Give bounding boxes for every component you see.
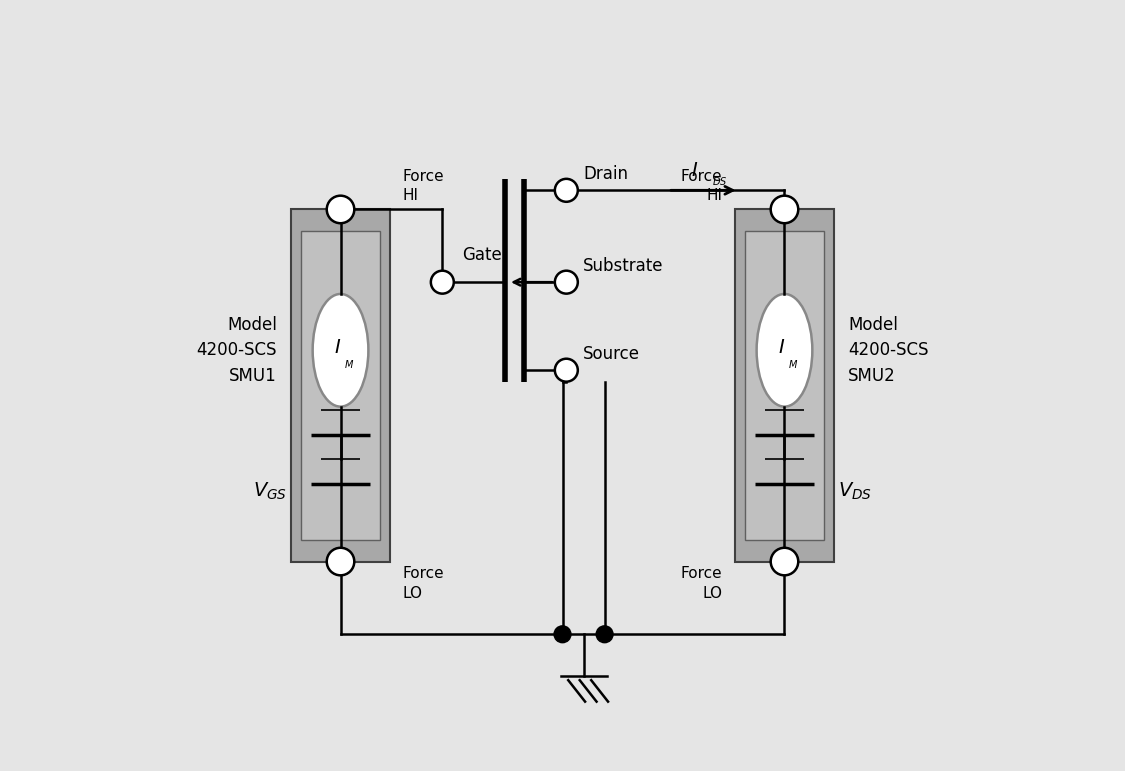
Circle shape <box>555 271 578 294</box>
Bar <box>300 231 380 540</box>
Text: $I$: $I$ <box>691 160 698 180</box>
Text: Force
LO: Force LO <box>681 566 722 601</box>
Circle shape <box>326 547 354 575</box>
Circle shape <box>326 196 354 224</box>
Text: Source: Source <box>583 345 640 363</box>
Text: Drain: Drain <box>583 166 628 183</box>
Ellipse shape <box>757 294 812 406</box>
Bar <box>290 210 390 561</box>
Circle shape <box>771 547 799 575</box>
Text: Gate: Gate <box>462 246 502 264</box>
Text: Substrate: Substrate <box>583 258 664 275</box>
Circle shape <box>596 626 613 643</box>
Circle shape <box>555 626 570 643</box>
Text: Force
HI: Force HI <box>403 169 444 204</box>
Circle shape <box>555 179 578 202</box>
Circle shape <box>555 359 578 382</box>
Text: Model
4200-SCS
SMU2: Model 4200-SCS SMU2 <box>848 315 928 385</box>
Text: Force
LO: Force LO <box>403 566 444 601</box>
Bar <box>735 210 835 561</box>
Circle shape <box>771 196 799 224</box>
Text: Model
4200-SCS
SMU1: Model 4200-SCS SMU1 <box>197 315 277 385</box>
Text: $_{DS}$: $_{DS}$ <box>712 174 728 188</box>
Ellipse shape <box>313 294 368 406</box>
Text: $V_{DS}$: $V_{DS}$ <box>838 480 872 502</box>
Text: $V_{GS}$: $V_{GS}$ <box>253 480 287 502</box>
Text: $_{M}$: $_{M}$ <box>344 358 354 372</box>
Text: Force
HI: Force HI <box>681 169 722 204</box>
Bar <box>745 231 825 540</box>
Text: $I$: $I$ <box>334 338 341 357</box>
Text: $I$: $I$ <box>778 338 785 357</box>
Text: $_{M}$: $_{M}$ <box>789 358 799 372</box>
Circle shape <box>431 271 453 294</box>
